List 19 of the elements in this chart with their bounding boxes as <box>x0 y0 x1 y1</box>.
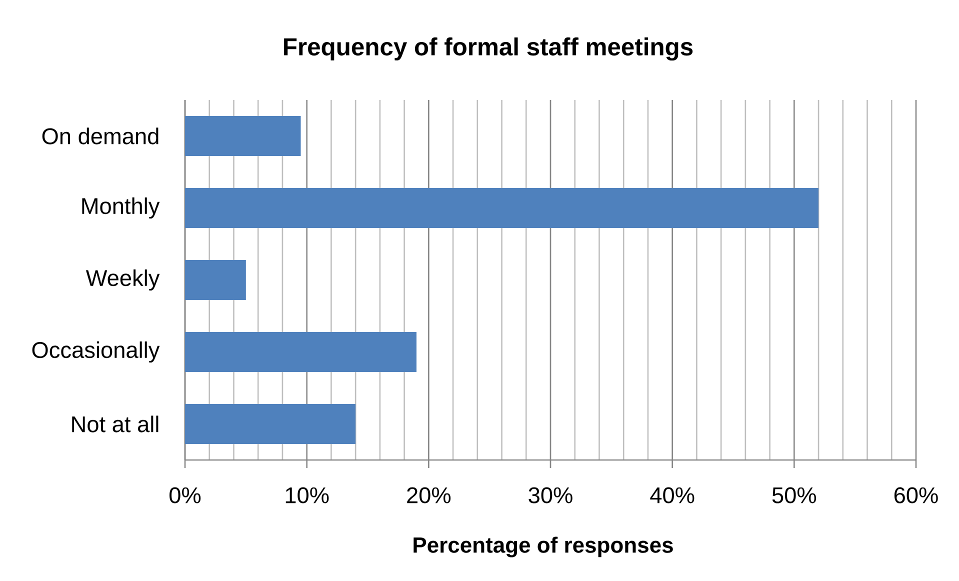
x-tick-label: 50% <box>772 487 816 504</box>
bar <box>185 116 301 156</box>
y-tick-label: Not at all <box>72 416 158 432</box>
y-tick-label: Occasionally <box>32 341 160 363</box>
x-tick-label: 60% <box>894 487 938 504</box>
bar <box>185 332 416 372</box>
x-tick-label: 0% <box>170 487 201 504</box>
y-tick-label: Monthly <box>82 197 160 219</box>
x-tick-label: 10% <box>286 487 329 504</box>
bar <box>185 404 356 444</box>
x-axis-title: Percentage of responses <box>414 536 673 558</box>
x-tick-label: 20% <box>407 487 451 504</box>
bar <box>185 260 246 300</box>
y-tick-label: On demand <box>42 128 158 144</box>
chart-title: Frequency of formal staff meetings <box>284 37 693 61</box>
x-tick-label: 40% <box>650 487 694 504</box>
x-tick-label: 30% <box>528 487 572 504</box>
y-tick-label: Weekly <box>86 269 160 291</box>
bar <box>185 188 819 228</box>
